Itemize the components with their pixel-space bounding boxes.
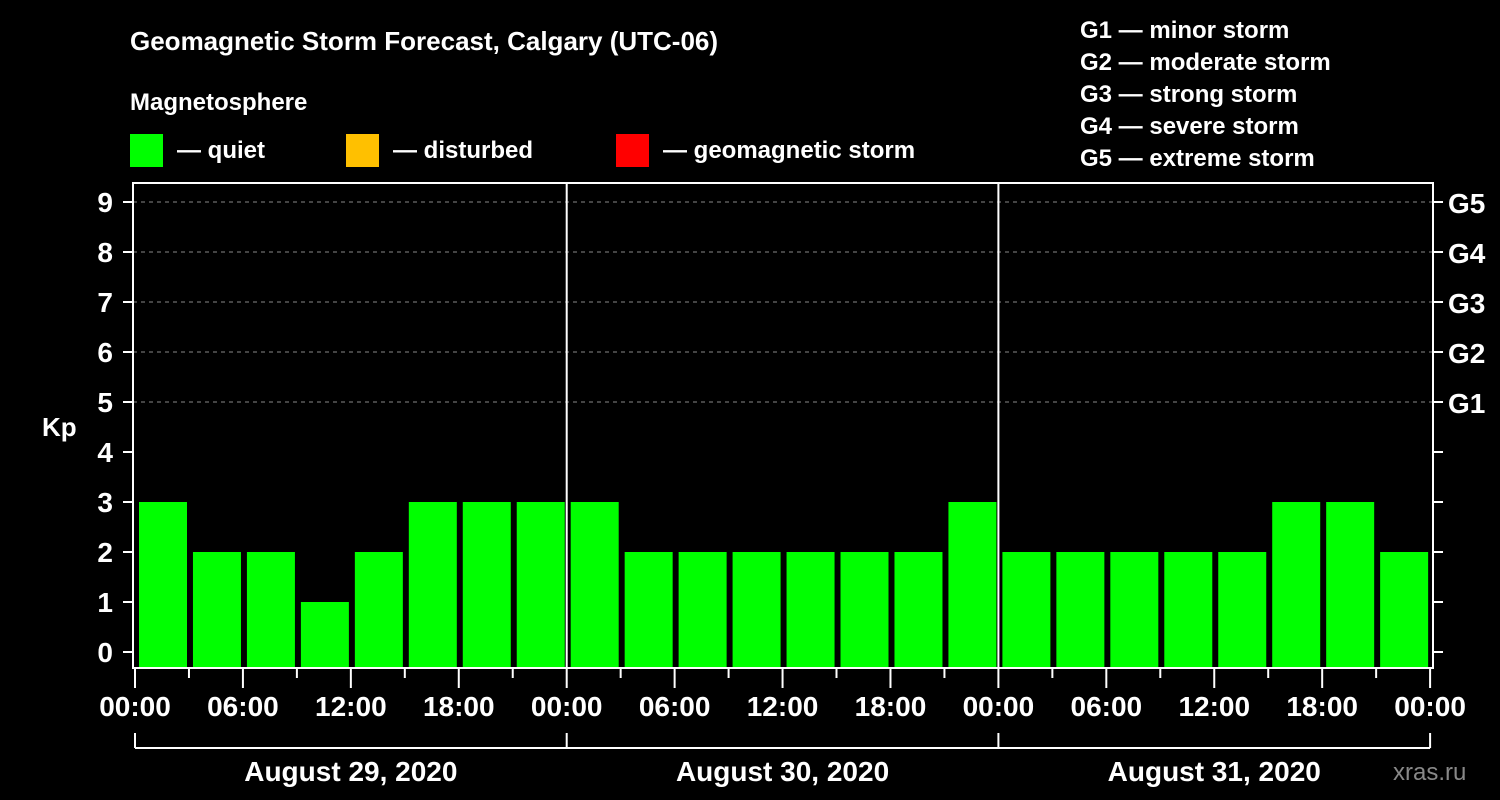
x-tick-label: 00:00 (99, 691, 171, 722)
kp-bar (462, 502, 511, 668)
y-tick-label: 8 (97, 237, 113, 268)
g-scale-label: G3 (1448, 288, 1485, 319)
kp-bar (516, 502, 565, 668)
x-tick-label: 06:00 (639, 691, 711, 722)
x-tick-label: 06:00 (1071, 691, 1143, 722)
y-tick-label: 1 (97, 587, 113, 618)
g-scale-label: G1 (1448, 388, 1485, 419)
kp-bar (192, 552, 241, 668)
legend-label: — disturbed (393, 137, 533, 164)
kp-bar (1380, 552, 1429, 668)
kp-bar (300, 602, 349, 668)
watermark: xras.ru (1393, 759, 1466, 786)
chart-title: Geomagnetic Storm Forecast, Calgary (UTC… (130, 26, 718, 56)
storm-scale-item: G1 — minor storm (1080, 17, 1289, 44)
x-tick-label: 18:00 (423, 691, 495, 722)
day-label: August 29, 2020 (244, 756, 457, 787)
legend-swatch (616, 134, 649, 167)
y-tick-label: 6 (97, 337, 113, 368)
kp-bar (786, 552, 835, 668)
g-scale-label: G4 (1448, 238, 1486, 269)
kp-bar (354, 552, 403, 668)
day-label: August 31, 2020 (1108, 756, 1321, 787)
storm-scale-item: G3 — strong storm (1080, 81, 1297, 108)
storm-scale-item: G5 — extreme storm (1080, 145, 1315, 172)
kp-bar (678, 552, 727, 668)
y-tick-label: 2 (97, 537, 113, 568)
y-tick-label: 4 (97, 437, 113, 468)
legend-swatch (346, 134, 379, 167)
kp-bar (840, 552, 889, 668)
y-tick-label: 7 (97, 287, 113, 318)
x-tick-label: 00:00 (963, 691, 1035, 722)
y-tick-label: 3 (97, 487, 113, 518)
kp-bar (1326, 502, 1375, 668)
x-tick-label: 12:00 (747, 691, 819, 722)
kp-bar (1056, 552, 1105, 668)
storm-scale-item: G4 — severe storm (1080, 113, 1299, 140)
kp-bar (1164, 552, 1213, 668)
kp-bar (1272, 502, 1321, 668)
kp-bar (732, 552, 781, 668)
x-tick-label: 18:00 (1286, 691, 1358, 722)
kp-bar (139, 502, 187, 668)
y-axis-label: Kp (42, 412, 77, 442)
kp-bar (624, 552, 673, 668)
storm-scale-item: G2 — moderate storm (1080, 49, 1331, 76)
x-tick-label: 18:00 (855, 691, 927, 722)
g-scale-label: G2 (1448, 338, 1485, 369)
x-tick-label: 00:00 (531, 691, 603, 722)
kp-bar (408, 502, 457, 668)
kp-bar (246, 552, 295, 668)
legend-title: Magnetosphere (130, 89, 307, 116)
x-tick-label: 00:00 (1394, 691, 1466, 722)
kp-bar (1110, 552, 1159, 668)
day-label: August 30, 2020 (676, 756, 889, 787)
g-scale-label: G5 (1448, 188, 1485, 219)
kp-bar (948, 502, 997, 668)
x-tick-label: 06:00 (207, 691, 279, 722)
y-tick-label: 0 (97, 637, 113, 668)
legend-label: — quiet (177, 137, 265, 164)
y-tick-label: 5 (97, 387, 113, 418)
legend-swatch (130, 134, 163, 167)
kp-bar (1218, 552, 1267, 668)
kp-bar (1002, 552, 1051, 668)
kp-bar (894, 552, 943, 668)
kp-bar (570, 502, 619, 668)
y-tick-label: 9 (97, 187, 113, 218)
x-tick-label: 12:00 (315, 691, 387, 722)
x-tick-label: 12:00 (1178, 691, 1250, 722)
legend-label: — geomagnetic storm (663, 137, 915, 164)
